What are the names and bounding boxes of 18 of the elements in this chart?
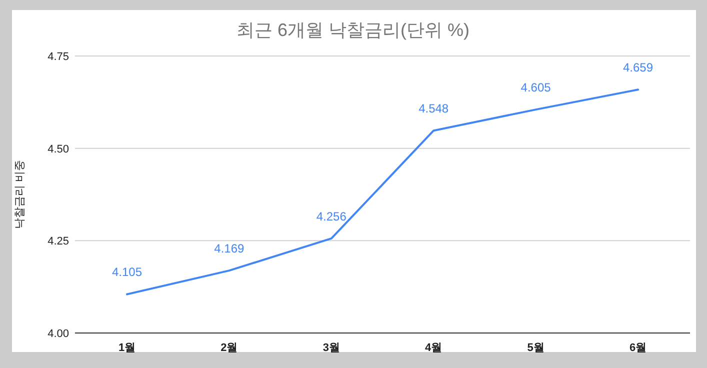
data-label: 4.659 — [622, 60, 654, 75]
data-label: 4.605 — [520, 80, 552, 95]
chart-title: 최근 6개월 낙찰금리(단위 %) — [236, 20, 470, 40]
data-label: 4.105 — [112, 265, 142, 280]
data-label: 4.256 — [316, 209, 347, 224]
data-label: 4.548 — [418, 102, 449, 116]
y-tick-label: 4.25 — [48, 236, 69, 248]
x-tick-label: 2월 — [220, 342, 238, 354]
x-tick-label: 4월 — [425, 342, 442, 354]
x-tick-label: 6월 — [629, 342, 647, 354]
x-tick-label: 5월 — [527, 342, 544, 354]
data-label: 4.169 — [214, 242, 245, 256]
x-tick-label: 3월 — [322, 342, 340, 354]
y-axis-title: 낙찰금리 비중 — [14, 160, 26, 230]
y-tick-label: 4.75 — [48, 51, 69, 63]
y-tick-label: 4.00 — [48, 328, 69, 340]
y-tick-label: 4.50 — [48, 143, 69, 156]
x-tick-label: 1월 — [118, 342, 136, 354]
